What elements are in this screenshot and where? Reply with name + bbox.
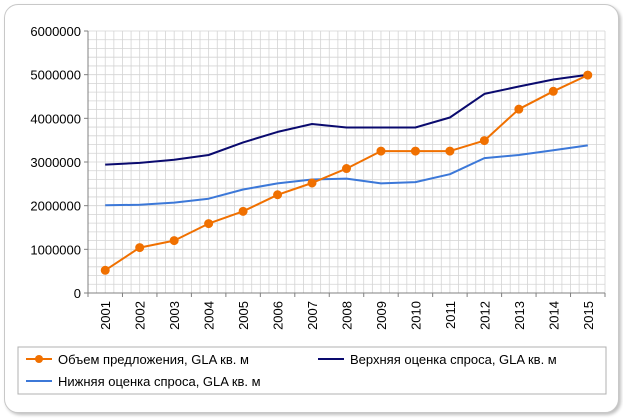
data-point: [479, 136, 489, 146]
x-tick-label: 2004: [202, 301, 217, 330]
y-tick-label: 0: [74, 286, 81, 301]
x-tick-label: 2005: [236, 301, 251, 330]
legend-marker: [35, 355, 43, 363]
y-tick-labels: 0 1000000 2000000 3000000 4000000 5000000 6000…: [30, 24, 81, 301]
data-point: [100, 265, 110, 275]
x-tick-label: 2008: [340, 301, 355, 330]
series-line: [105, 144, 588, 207]
grid-lines: [87, 30, 606, 294]
x-tick-label: 2007: [305, 301, 320, 330]
series-lines: [100, 70, 593, 275]
x-tick-label: 2013: [512, 301, 527, 330]
axes: [84, 30, 606, 297]
legend-label: Нижняя оценка спроса, GLA кв. м: [58, 374, 261, 389]
x-tick-label: 2012: [477, 301, 492, 330]
y-tick-label: 3000000: [30, 155, 81, 170]
data-point: [445, 146, 455, 156]
data-point: [514, 104, 524, 114]
data-point: [238, 206, 248, 216]
x-tick-label: 2001: [98, 301, 113, 330]
x-tick-label: 2003: [167, 301, 182, 330]
series-line: [105, 73, 588, 166]
legend-label: Объем предложения, GLA кв. м: [58, 352, 249, 367]
data-point: [204, 219, 214, 229]
data-point: [135, 243, 145, 253]
y-tick-label: 5000000: [30, 68, 81, 83]
x-tick-label: 2006: [271, 301, 286, 330]
legend: Объем предложения, GLA кв. м Верхняя оцен…: [17, 346, 607, 395]
y-tick-label: 2000000: [30, 199, 81, 214]
data-point: [410, 146, 420, 156]
x-tick-label: 2011: [443, 301, 458, 329]
data-point: [548, 86, 558, 96]
data-point: [342, 164, 351, 174]
y-tick-label: 6000000: [30, 24, 81, 39]
y-tick-label: 4000000: [30, 111, 81, 126]
x-tick-labels: 2001 2002 2003 2004 2005 2006 2007 2008 2009 2010…: [98, 301, 596, 330]
data-point: [307, 178, 317, 188]
data-point: [169, 236, 179, 246]
x-tick-label: 2009: [374, 301, 389, 330]
legend-box: [17, 346, 607, 395]
legend-label: Верхняя оценка спроса, GLA кв. м: [350, 352, 557, 367]
x-tick-label: 2015: [581, 301, 596, 330]
data-point: [583, 70, 593, 80]
data-point: [273, 190, 283, 200]
x-tick-label: 2014: [546, 301, 561, 330]
x-tick-label: 2002: [133, 301, 148, 330]
x-tick-label: 2010: [408, 301, 423, 330]
y-tick-label: 1000000: [30, 242, 81, 257]
data-point: [376, 146, 386, 156]
